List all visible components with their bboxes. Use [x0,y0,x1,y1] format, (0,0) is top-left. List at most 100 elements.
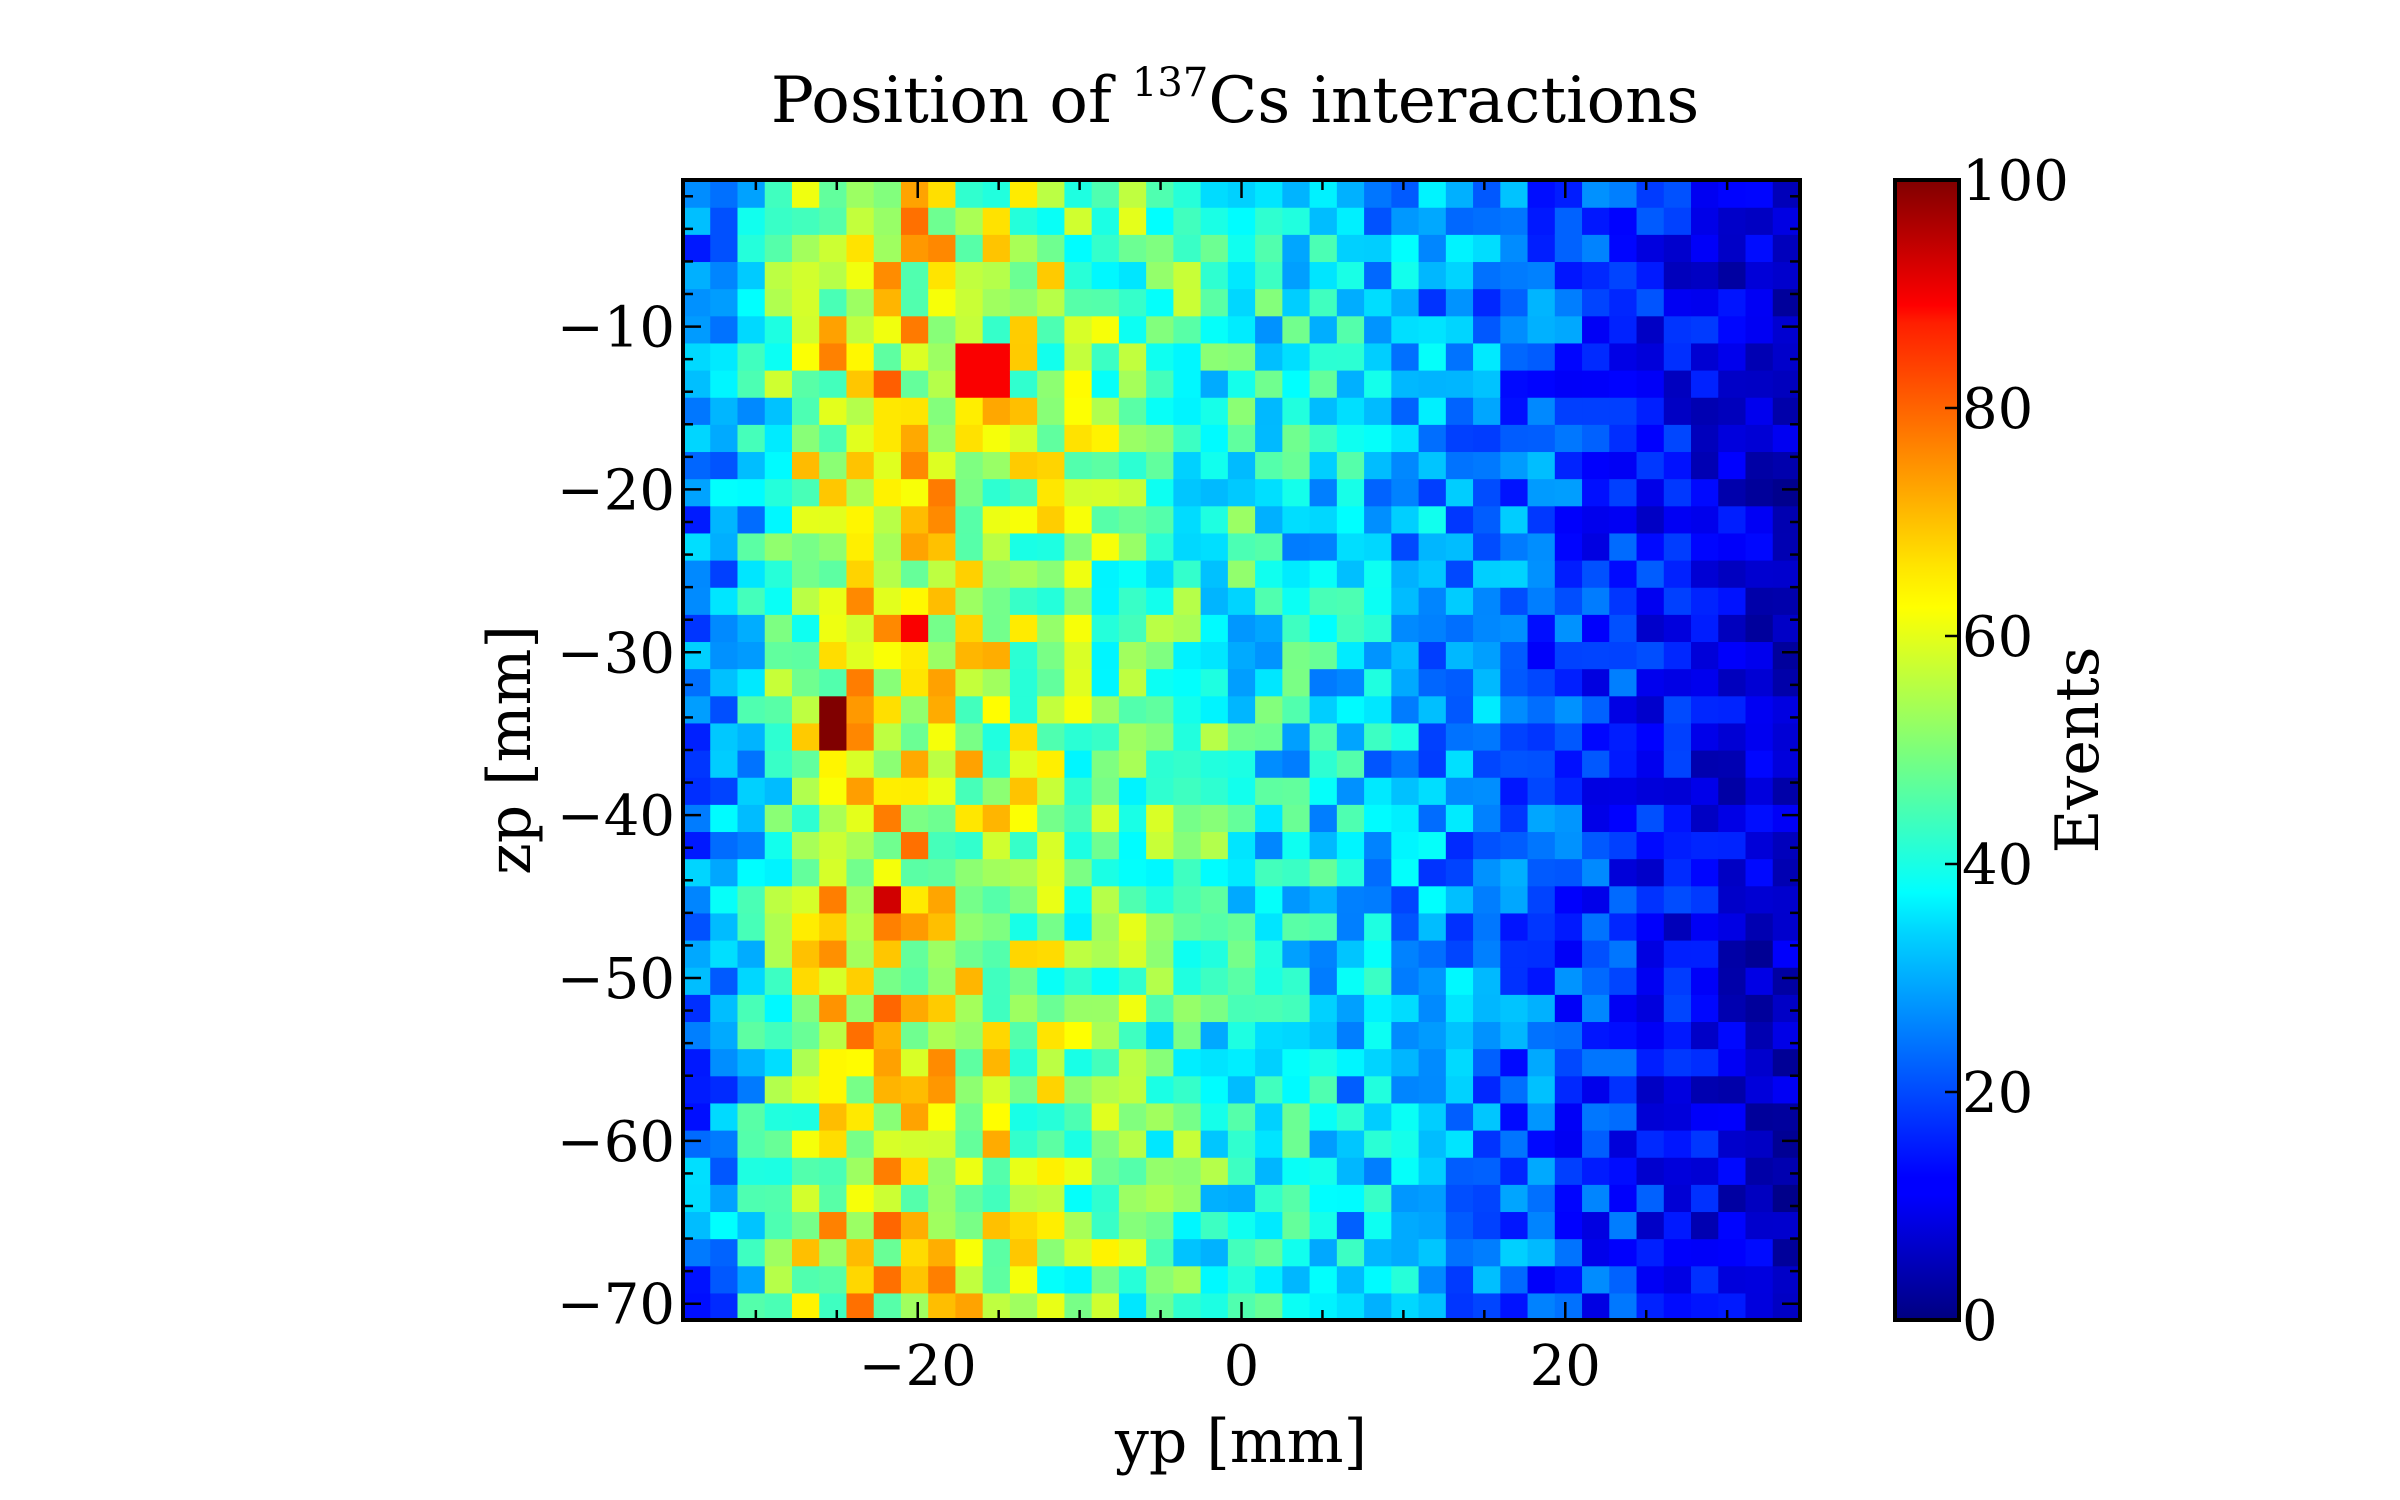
heatmap-cell [683,560,711,588]
heatmap-cell [764,397,793,425]
heatmap-cell [873,207,902,235]
heatmap-cell [1554,967,1583,995]
heatmap-cell [1718,587,1747,615]
heatmap-cell [1418,478,1447,507]
heatmap-cell [1309,342,1338,371]
heatmap-cell [1255,940,1283,968]
heatmap-cell [1118,1184,1147,1213]
heatmap-cell [819,234,848,263]
heatmap-cell [1473,370,1501,398]
heatmap-cell [1200,261,1229,290]
heatmap-cell [1772,777,1801,805]
heatmap-cell [1473,885,1501,914]
heatmap-cell [900,505,929,534]
heatmap-cell [1636,1265,1665,1294]
heatmap-cell [1609,234,1638,263]
heatmap-cell [1037,641,1066,670]
heatmap-cell [1718,370,1747,398]
heatmap-cell [1336,1130,1365,1158]
heatmap-cell [955,804,984,833]
heatmap-cell [1200,478,1229,507]
heatmap-cell [900,614,929,643]
heatmap-cell [791,777,820,805]
heatmap-cell [1527,1292,1556,1321]
heatmap-cell [819,668,848,697]
heatmap-cell [982,1184,1011,1213]
heatmap-cell [1336,858,1365,887]
heatmap-cell [1173,1102,1202,1131]
heatmap-cell [683,750,711,778]
heatmap-cell [683,1048,711,1077]
heatmap-cell [1064,1130,1093,1158]
heatmap-cell [1227,1184,1256,1213]
heatmap-cell [1064,1265,1093,1294]
heatmap-cell [1064,342,1093,371]
heatmap-cell [1391,912,1420,941]
heatmap-cell [1173,1048,1202,1077]
heatmap-cell [1636,777,1665,805]
heatmap-cell [1227,505,1256,534]
heatmap-cell [710,1238,739,1267]
heatmap-cell [1009,1184,1038,1213]
heatmap-cell [900,641,929,670]
heatmap-cell [846,1265,875,1294]
heatmap-cell [710,1211,739,1240]
heatmap-cell [764,641,793,670]
heatmap-cell [928,668,957,697]
heatmap-cell [1200,614,1229,643]
heatmap-cell [955,1021,984,1050]
heatmap-cell [791,1238,820,1267]
heatmap-cell [1091,532,1120,561]
heatmap-cell [1282,315,1311,344]
heatmap-cell [1445,1292,1474,1321]
heatmap-cell [1173,342,1202,371]
heatmap-cell [1118,1102,1147,1131]
heatmap-cell [1309,940,1338,968]
heatmap-cell [1009,207,1038,235]
heatmap-cell [1445,397,1474,425]
heatmap-cell [1227,940,1256,968]
heatmap-cell [1745,587,1774,615]
heatmap-cell [1009,1048,1038,1077]
heatmap-cell [1282,1265,1311,1294]
heatmap-cell [1718,532,1747,561]
heatmap-cell [1636,695,1665,724]
heatmap-cell [900,397,929,425]
heatmap-cell [1418,424,1447,453]
heatmap-cell [1500,614,1529,643]
heatmap-cell [1636,1184,1665,1213]
heatmap-cell [683,180,711,208]
heatmap-cell [1636,370,1665,398]
heatmap-cell [791,1075,820,1104]
heatmap-cell [1227,1130,1256,1158]
heatmap-cell [1091,1102,1120,1131]
heatmap-cell [873,668,902,697]
heatmap-cell [1118,560,1147,588]
heatmap-cell [1255,1211,1283,1240]
heatmap-cell [1500,261,1529,290]
heatmap-cell [1118,342,1147,371]
heatmap-cell [900,370,929,398]
x-axis-label: yp [mm] [1114,1407,1367,1477]
heatmap-cell [1663,858,1692,887]
heatmap-cell [982,315,1011,344]
heatmap-cell [1037,207,1066,235]
heatmap-cell [1091,587,1120,615]
heatmap-cell [846,804,875,833]
heatmap-cell [900,1075,929,1104]
heatmap-cell [1691,180,1719,208]
heatmap-cell [1636,180,1665,208]
heatmap-cell [1418,587,1447,615]
heatmap-cell [955,207,984,235]
heatmap-cell [1118,722,1147,751]
heatmap-cell [1554,342,1583,371]
heatmap-cell [928,370,957,398]
heatmap-cell [928,397,957,425]
heatmap-cell [1091,858,1120,887]
heatmap-cell [1445,315,1474,344]
heatmap-cell [1009,560,1038,588]
heatmap-cell [1336,288,1365,317]
heatmap-cell [873,342,902,371]
heatmap-cell [846,370,875,398]
heatmap-cell [1391,424,1420,453]
